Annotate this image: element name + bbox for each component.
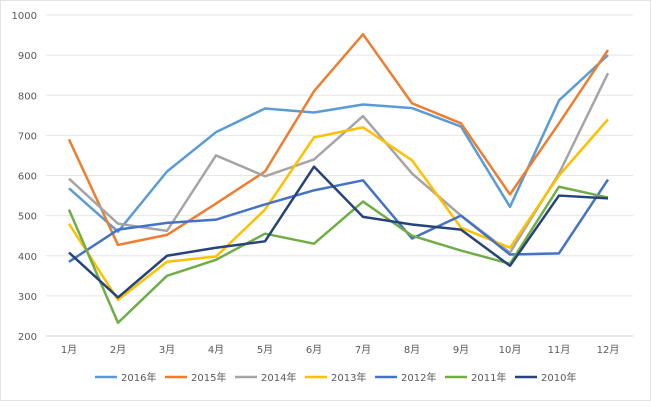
x-tick-label: 11月 (548, 344, 571, 356)
x-tick-label: 8月 (404, 344, 420, 356)
x-tick-label: 10月 (499, 344, 522, 356)
legend-label: 2013年 (331, 371, 366, 384)
y-tick-label: 800 (18, 91, 37, 102)
x-tick-label: 12月 (597, 344, 620, 356)
y-tick-label: 900 (18, 51, 37, 62)
x-tick-label: 2月 (110, 344, 126, 356)
y-tick-label: 700 (18, 131, 37, 142)
y-tick-label: 200 (18, 332, 37, 343)
series-line-2015年 (67, 33, 610, 247)
legend-label: 2012年 (401, 371, 436, 384)
series-line-2010年 (68, 165, 609, 299)
y-tick-label: 500 (18, 212, 37, 223)
y-tick-label: 600 (18, 172, 37, 183)
x-tick-label: 5月 (257, 344, 273, 356)
legend-label: 2011年 (471, 371, 506, 384)
x-tick-label: 6月 (306, 344, 322, 356)
legend-label: 2015年 (191, 371, 226, 384)
series-line-2013年 (67, 118, 609, 302)
series-line-2014年 (68, 72, 610, 254)
y-tick-label: 400 (18, 252, 37, 263)
x-tick-label: 9月 (453, 344, 469, 356)
y-tick-label: 300 (18, 292, 37, 303)
series-line-2016年 (68, 54, 609, 233)
x-tick-label: 7月 (355, 344, 371, 356)
x-tick-label: 1月 (61, 344, 77, 356)
x-tick-label: 4月 (208, 344, 224, 356)
legend-label: 2010年 (541, 371, 576, 384)
series-line-2011年 (67, 185, 609, 325)
legend-label: 2014年 (261, 371, 296, 384)
legend-label: 2016年 (121, 371, 156, 384)
x-tick-label: 3月 (159, 344, 175, 356)
y-tick-label: 1000 (12, 11, 37, 22)
